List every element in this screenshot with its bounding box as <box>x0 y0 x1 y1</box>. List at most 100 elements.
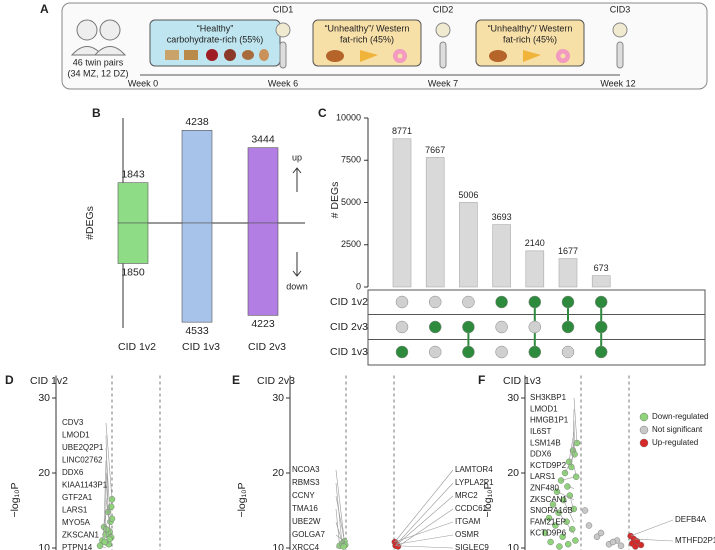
gene-label: MTHFD2P1 <box>675 536 715 545</box>
y-axis-label: −log₁₀P <box>236 482 248 517</box>
leader-line <box>568 431 575 462</box>
membership-dot <box>528 345 542 359</box>
sample-label: CID3 <box>610 4 631 14</box>
panel-title: CID 1v2 <box>30 375 68 387</box>
gene-label: LYPLA2P1 <box>455 478 494 487</box>
leader-line <box>563 499 575 523</box>
x-tick-label: CID 1v2 <box>118 341 156 353</box>
panel-letter: F <box>478 373 485 387</box>
value-label: 3693 <box>492 212 512 222</box>
matrix-frame <box>367 289 706 366</box>
panel-letter: D <box>5 373 14 387</box>
value-label: 4223 <box>251 318 275 330</box>
bar <box>492 224 511 288</box>
leader-line <box>397 508 454 547</box>
y-tick-label: 5000 <box>341 197 361 207</box>
legend-label: Down-regulated <box>652 412 708 421</box>
gene-label: ZKSCAN1 <box>530 495 567 504</box>
membership-dot <box>528 320 542 334</box>
point <box>570 505 577 513</box>
gene-label: LINC02762 <box>62 456 103 465</box>
leader-line <box>560 476 575 481</box>
value-label: 3444 <box>251 133 275 145</box>
membership-dot <box>561 320 575 334</box>
point <box>597 529 605 537</box>
gene-label: HMGB1P1 <box>530 416 569 425</box>
value-label: 2140 <box>525 238 545 248</box>
membership-dot <box>594 345 608 359</box>
food-icons <box>165 49 269 61</box>
gene-label: LSM14B <box>530 438 561 447</box>
week-label: Week 12 <box>600 78 635 88</box>
y-tick-label: 20 <box>272 467 284 479</box>
legend-swatch <box>639 412 649 422</box>
gene-label: XRCC4 <box>292 543 320 550</box>
food-icons <box>326 49 407 63</box>
y-tick-label: 20 <box>38 467 50 479</box>
gene-label: OSMR <box>455 530 479 539</box>
gene-label: LARS1 <box>62 506 88 515</box>
gene-label: GTF2A1 <box>62 493 93 502</box>
gene-label: MYO5A <box>62 518 91 527</box>
gene-label: PTPN14 <box>62 543 93 550</box>
value-label: 4533 <box>185 325 209 337</box>
point <box>617 542 625 549</box>
y-axis-label: −log₁₀P <box>482 482 494 517</box>
diet-text: fat-rich (45%) <box>340 34 394 44</box>
point <box>541 529 549 537</box>
panel-title: CID 1v3 <box>503 375 541 387</box>
gene-label: MRC2 <box>455 491 478 500</box>
week-label: Week 6 <box>268 78 298 88</box>
y-axis-label: #DEGs <box>84 206 96 240</box>
value-label: 4238 <box>185 116 209 128</box>
leader-line <box>552 504 575 534</box>
leader-line <box>394 469 454 543</box>
legend-swatch <box>639 438 649 448</box>
gene-label: KIAA1143P1 <box>62 481 108 490</box>
cohort-text: (34 MZ, 12 DZ) <box>67 68 128 78</box>
value-label: 1850 <box>121 266 145 278</box>
gene-label: GOLGA7 <box>292 530 325 539</box>
legend-swatch <box>639 425 649 435</box>
gene-label: CCNY <box>292 491 315 500</box>
leader-line <box>103 460 107 528</box>
point <box>569 526 576 533</box>
cohort-text: 46 twin pairs <box>73 57 124 67</box>
diet-text: fat-rich (45%) <box>503 34 557 44</box>
point <box>565 541 572 548</box>
leader-line <box>335 534 345 542</box>
y-tick-label: 7500 <box>341 155 361 165</box>
bar <box>425 157 445 288</box>
membership-dot <box>428 345 442 359</box>
point <box>609 538 617 546</box>
gene-label: ZKSCAN1 <box>62 531 99 540</box>
leader-line <box>335 469 345 542</box>
membership-dot <box>395 345 409 359</box>
gene-label: RBMS3 <box>292 478 320 487</box>
sample-label: CID2 <box>433 4 454 14</box>
direction-label: down <box>286 281 308 291</box>
diet-text: “Unhealthy”/ Western <box>488 23 573 33</box>
leader-line <box>573 420 575 455</box>
leader-line <box>573 397 578 444</box>
legend-label: Up-regulated <box>652 438 698 447</box>
bar <box>117 222 149 264</box>
membership-dot <box>395 295 409 309</box>
gene-label: KCTD9P2 <box>530 461 567 470</box>
leader-line <box>564 454 575 474</box>
bar <box>117 182 149 224</box>
panel-letter: A <box>40 2 49 16</box>
leader-line <box>335 543 343 549</box>
gene-label: DEFB4A <box>675 515 707 524</box>
bar <box>558 258 578 288</box>
diet-text: carbohydrate-rich (55%) <box>167 34 264 44</box>
leader-line <box>573 465 577 477</box>
leader-line <box>572 409 575 451</box>
panel-letter: E <box>232 373 240 387</box>
gene-label: KCTD9P6 <box>530 529 567 538</box>
gene-label: CCDC61 <box>455 504 488 513</box>
x-tick-label: CID 2v3 <box>248 341 286 353</box>
week-label: Week 7 <box>428 78 458 88</box>
leader-line <box>335 521 344 547</box>
set-label: CID 2v3 <box>330 321 368 333</box>
